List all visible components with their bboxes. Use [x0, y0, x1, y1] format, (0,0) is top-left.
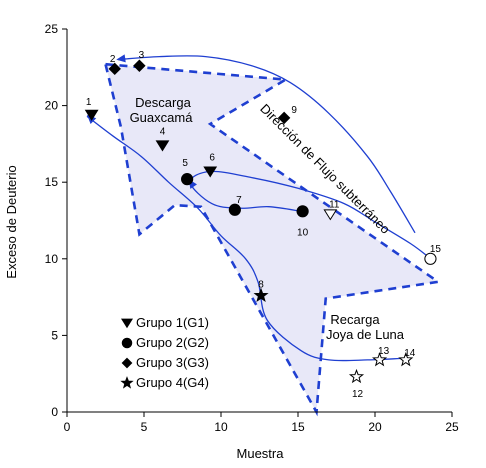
legend-marker: [120, 318, 134, 329]
data-point-label: 4: [160, 126, 166, 137]
data-point-11: [323, 209, 338, 221]
y-tick-label: 25: [45, 22, 59, 36]
data-point-label: 14: [404, 348, 416, 359]
y-tick-label: 10: [45, 252, 59, 266]
data-point-7: [228, 203, 241, 216]
data-point-5: [181, 173, 194, 186]
data-point-label: 7: [236, 195, 242, 206]
y-tick-label: 0: [51, 405, 58, 419]
data-point-4: [155, 140, 170, 152]
data-point-label: 9: [291, 105, 297, 116]
data-point-label: 10: [297, 227, 309, 238]
x-tick-label: 10: [214, 420, 228, 434]
data-point-10: [296, 205, 309, 218]
data-point-label: 12: [352, 389, 364, 400]
data-point-label: 5: [182, 158, 188, 169]
flow-path-3: [117, 55, 416, 234]
data-point-label: 1: [86, 97, 92, 108]
data-point-label: 11: [329, 199, 340, 210]
data-point-15: [424, 252, 437, 265]
data-point-6: [203, 166, 218, 178]
legend: Grupo 1(G1) Grupo 2(G2) Grupo 3(G3) Grupo 4…: [120, 315, 209, 390]
data-point-label: 6: [209, 153, 215, 164]
x-tick-label: 15: [291, 420, 305, 434]
legend-marker: [120, 376, 134, 389]
legend-marker: [121, 337, 133, 349]
data-point-1: [84, 109, 99, 121]
data-point-12: [348, 368, 365, 384]
legend-marker: [121, 357, 133, 369]
x-axis-label: Muestra: [237, 446, 285, 461]
flow-path-2: [86, 115, 403, 362]
flow-arrowhead-3: [116, 54, 126, 63]
region-label-discharge-line1: Descarga: [135, 95, 191, 110]
y-tick-label: 5: [51, 328, 58, 342]
data-point-2: [108, 62, 121, 76]
data-point-label: 2: [110, 54, 116, 65]
data-points-layer: [84, 59, 437, 384]
data-point-3: [133, 59, 146, 72]
region-label-recharge-line2: Joya de Luna: [326, 327, 405, 342]
data-point-8: [253, 287, 269, 302]
x-tick-label: 20: [368, 420, 382, 434]
region-label-recharge-line1: Recarga: [330, 312, 380, 327]
region-label-discharge-line2: Guaxcamá: [130, 110, 194, 125]
y-tick-label: 15: [45, 175, 59, 189]
legend-entry: Grupo 4(G4): [136, 375, 209, 390]
data-point-label: 3: [139, 50, 145, 61]
data-point-label: 15: [430, 244, 442, 255]
data-point-label: 8: [258, 280, 264, 291]
legend-entry: Grupo 1(G1): [136, 315, 209, 330]
y-tick-label: 20: [45, 99, 59, 113]
x-tick-label: 5: [141, 420, 148, 434]
y-axis-label: Exceso de Deuterio: [4, 165, 19, 278]
x-tick-label: 25: [445, 420, 459, 434]
legend-entry: Grupo 2(G2): [136, 335, 209, 350]
data-point-13: [372, 351, 388, 367]
legend-entry: Grupo 3(G3): [136, 355, 209, 370]
flow-path-1: [189, 170, 430, 258]
data-point-14: [398, 351, 414, 367]
data-point-9: [277, 111, 291, 125]
x-tick-label: 0: [64, 420, 71, 434]
data-point-label: 13: [378, 346, 390, 357]
